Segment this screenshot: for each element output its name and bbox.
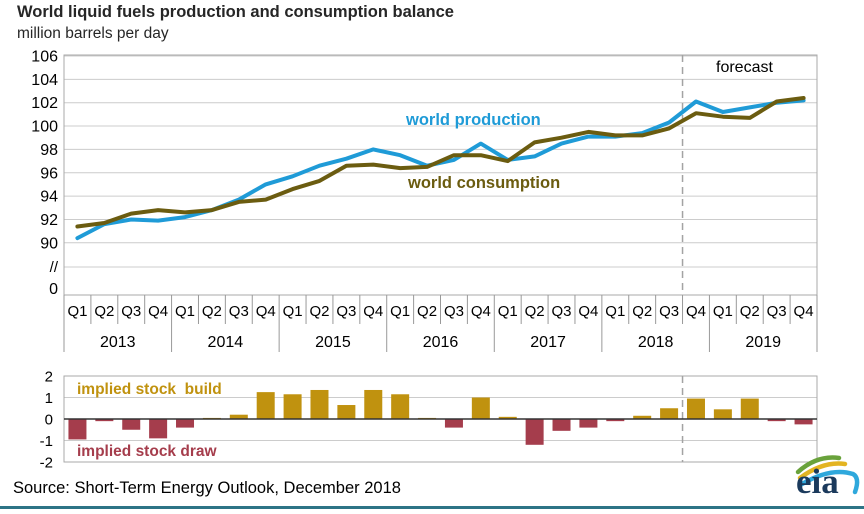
units-label: million barrels per day (17, 25, 169, 42)
year-label: 2014 (208, 334, 244, 351)
quarter-label: Q1 (283, 303, 303, 320)
quarter-label: Q1 (498, 303, 518, 320)
stock-draw-bar (95, 419, 114, 422)
stock-build-bar (740, 398, 759, 419)
quarter-label: Q1 (713, 303, 733, 320)
stock-draw-bar (767, 419, 786, 422)
quarter-label: Q1 (67, 303, 87, 320)
forecast-label: forecast (716, 59, 773, 76)
axis-break-symbol: // (50, 259, 59, 276)
stock-build-bar (686, 398, 705, 419)
quarter-label: Q4 (256, 303, 276, 320)
quarter-label: Q4 (794, 303, 814, 320)
y-tick-label: 96 (40, 165, 58, 182)
quarter-label: Q4 (578, 303, 598, 320)
quarter-label: Q3 (444, 303, 464, 320)
quarter-label: Q2 (632, 303, 652, 320)
year-label: 2015 (315, 334, 351, 351)
bar-y-tick-label: -2 (40, 455, 53, 472)
implied-stock-draw-label: implied stock draw (77, 443, 217, 460)
implied-stock-build-label: implied stock build (77, 381, 222, 398)
eia-logo: eia (772, 450, 864, 508)
y-tick-label: 94 (40, 189, 58, 206)
quarter-label: Q2 (740, 303, 760, 320)
quarter-label: Q4 (471, 303, 491, 320)
stock-build-bar (310, 389, 329, 419)
year-label: 2019 (745, 334, 781, 351)
stock-draw-bar (176, 419, 195, 428)
y-tick-label: 98 (40, 142, 58, 159)
y-tick-label: 106 (31, 49, 58, 66)
year-label: 2018 (638, 334, 674, 351)
y-zero-label: 0 (49, 281, 58, 298)
stock-build-bar (498, 416, 517, 419)
stock-build-bar (229, 414, 248, 419)
quarter-label: Q1 (175, 303, 195, 320)
stock-draw-bar (149, 419, 168, 439)
quarter-label: Q4 (363, 303, 383, 320)
year-label: 2017 (530, 334, 566, 351)
quarter-label: Q3 (552, 303, 572, 320)
quarter-label: Q2 (417, 303, 437, 320)
quarter-label: Q2 (202, 303, 222, 320)
y-tick-label: 100 (31, 119, 58, 136)
stock-draw-bar (444, 419, 463, 428)
y-tick-label: 104 (31, 72, 58, 89)
stock-build-bar (337, 405, 356, 419)
stock-draw-bar (794, 419, 813, 425)
year-label: 2016 (423, 334, 459, 351)
legend-world-consumption: world consumption (408, 174, 561, 192)
quarter-label: Q4 (686, 303, 706, 320)
quarter-label: Q1 (605, 303, 625, 320)
stock-draw-bar (606, 419, 625, 422)
stock-build-bar (660, 408, 679, 419)
y-tick-label: 92 (40, 212, 58, 229)
bar-y-tick-label: 0 (45, 412, 53, 429)
world-consumption-line (75, 96, 806, 229)
stock-draw-bar (525, 419, 544, 445)
quarter-label: Q3 (121, 303, 141, 320)
bar-y-tick-label: 1 (45, 390, 53, 407)
y-tick-label: 90 (40, 235, 58, 252)
quarter-label: Q2 (525, 303, 545, 320)
page-title: World liquid fuels production and consum… (17, 3, 454, 21)
stock-draw-bar (68, 419, 87, 440)
quarter-label: Q3 (229, 303, 249, 320)
bar-y-tick-label: 2 (45, 369, 53, 386)
stock-build-bar (283, 394, 302, 419)
quarter-label: Q1 (390, 303, 410, 320)
source-text: Source: Short-Term Energy Outlook, Decem… (13, 479, 401, 497)
eia-logo-text: eia (796, 462, 839, 501)
stock-build-bar (633, 415, 652, 419)
stock-draw-bar (122, 419, 141, 430)
stock-build-bar (471, 397, 490, 419)
bottom-rule (0, 506, 864, 509)
quarter-label: Q3 (767, 303, 787, 320)
y-tick-label: 102 (31, 95, 58, 112)
quarter-label: Q4 (148, 303, 168, 320)
stock-draw-bar (579, 419, 598, 428)
eia-swoosh-icon (795, 455, 860, 495)
stock-build-bar (256, 392, 275, 419)
legend-world-production: world production (406, 111, 541, 129)
bar-y-tick-label: -1 (40, 433, 53, 450)
stock-draw-bar (552, 419, 571, 431)
stock-build-bar (364, 389, 383, 419)
quarter-label: Q3 (336, 303, 356, 320)
year-label: 2013 (100, 334, 136, 351)
stock-build-bar (391, 394, 410, 419)
quarter-label: Q2 (94, 303, 114, 320)
quarter-label: Q2 (309, 303, 329, 320)
quarter-label: Q3 (659, 303, 679, 320)
stock-build-bar (713, 409, 732, 419)
